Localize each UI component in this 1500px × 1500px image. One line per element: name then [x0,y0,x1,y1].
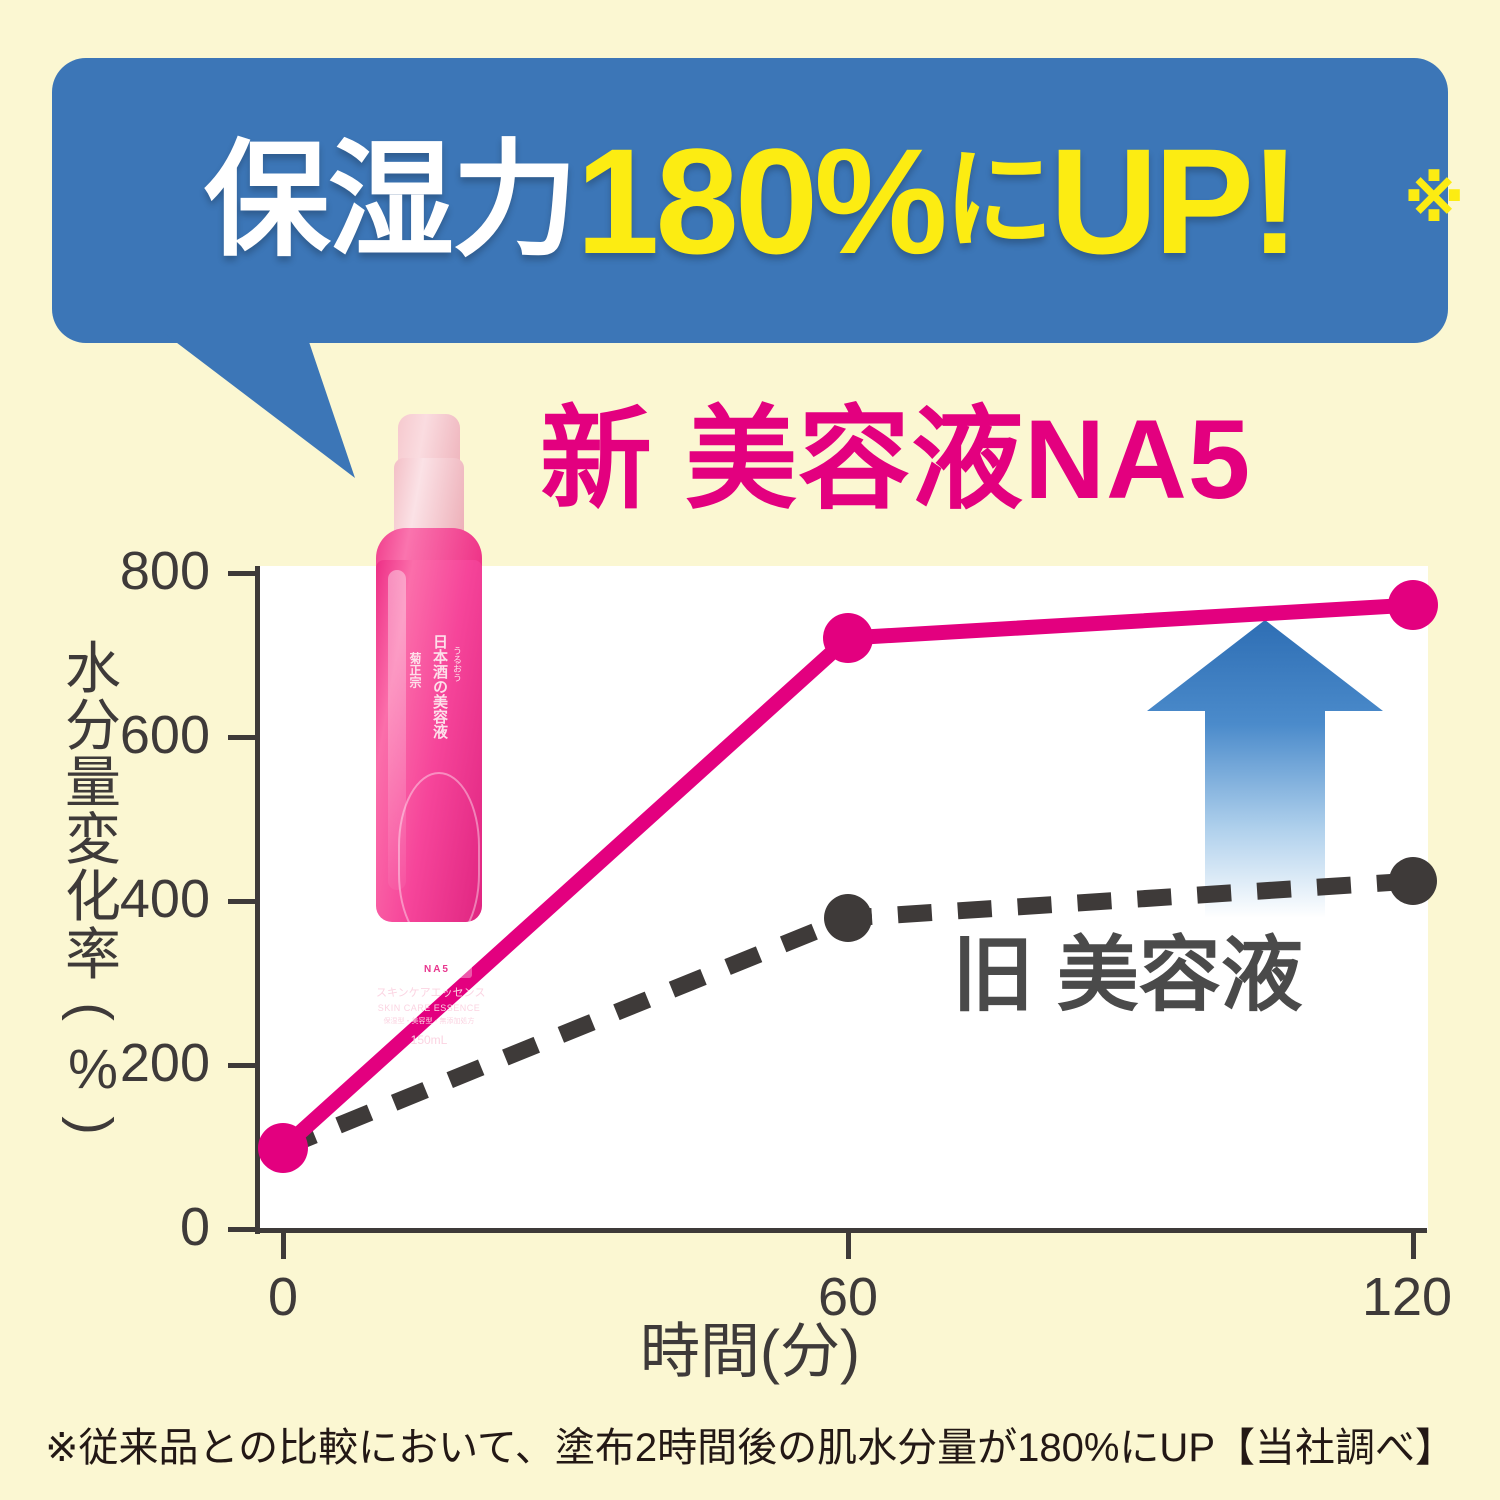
y-axis-line [255,566,260,1234]
y-axis-title-char-3: 変 [65,808,121,872]
y-tick-label-400: 400 [119,869,210,929]
y-axis-title-char-6: ( [61,1001,125,1021]
bottle-brand: 菊正宗 [408,652,422,688]
bottle-product-name: 日本酒の美容液 [431,634,448,739]
x-tick-label-120: 120 [1361,1267,1453,1327]
bottle-neck [394,458,464,538]
product-bottle-image: 日本酒の美容液 うるおう 菊正宗 NA5 スキンケアエッセンス SKIN CAR… [368,414,488,1046]
y-tick-label-200: 200 [119,1033,210,1093]
y-tick-label-600: 600 [119,705,210,765]
y-axis-title-char-2: 量 [65,751,121,815]
headline-ni-part: に [943,138,1054,262]
bottle-ornament-frame [398,772,480,948]
y-tick-800 [228,571,256,576]
headline-percent-part: 180% [576,116,948,285]
bottle-subtitle-en: SKIN CARE ESSENCE [377,1003,481,1013]
y-tick-0 [228,1227,256,1232]
y-tick-label-800: 800 [119,541,210,601]
y-tick-600 [228,735,256,740]
y-axis-title-char-8: ) [61,1116,125,1135]
y-tick-200 [228,1063,256,1068]
y-axis-title-char-1: 分 [65,694,121,758]
bottle-claims: 保湿型・美容型・無添加処方 [383,1018,475,1025]
y-tick-400 [228,899,256,904]
headline-up-part: UP! [1049,116,1300,285]
headline-white-part: 保湿力 [204,129,578,271]
x-tick-label-0: 0 [267,1267,299,1327]
bottle-code-badge: NA5 [402,960,472,978]
y-axis-title: 水 分 量 変 化 率 ( % ) [56,640,130,1154]
footnote-text: ※従来品との比較において、塗布2時間後の肌水分量が180%にUP【当社調べ】 [44,1426,1456,1470]
headline-speech-bubble: 保湿力 180% に UP! ※ [52,58,1464,343]
x-axis-line [255,1228,1427,1233]
y-tick-label-0: 0 [179,1197,210,1257]
bottle-body: 日本酒の美容液 うるおう 菊正宗 NA5 スキンケアエッセンス SKIN CAR… [376,560,485,1046]
headline-text: 保湿力 180% に UP! [52,58,1448,343]
x-tick-0 [281,1233,286,1259]
y-axis-title-char-5: 率 [65,922,121,986]
x-tick-label-60: 60 [817,1267,879,1327]
bottle-volume: 150mL [410,1033,448,1047]
y-axis-title-char-0: 水 [65,637,121,700]
speech-bubble-tail [160,330,355,478]
bottle-cap [398,414,460,466]
old-product-label: 旧 美容液 [952,930,1303,1021]
up-arrow-icon [1147,620,1383,918]
bottle-subtitle-jp: スキンケアエッセンス [376,987,486,999]
asterisk-mark: ※ [1404,166,1465,235]
y-axis-title-char-4: 化 [65,865,121,929]
x-tick-120 [1411,1233,1416,1259]
x-tick-60 [846,1233,851,1259]
x-axis-title: 時間(分) [640,1318,860,1385]
y-axis-title-char-7: % [68,1036,118,1100]
product-title: 新 美容液NA5 [540,397,1252,522]
bottle-tagline: うるおう [452,646,462,682]
